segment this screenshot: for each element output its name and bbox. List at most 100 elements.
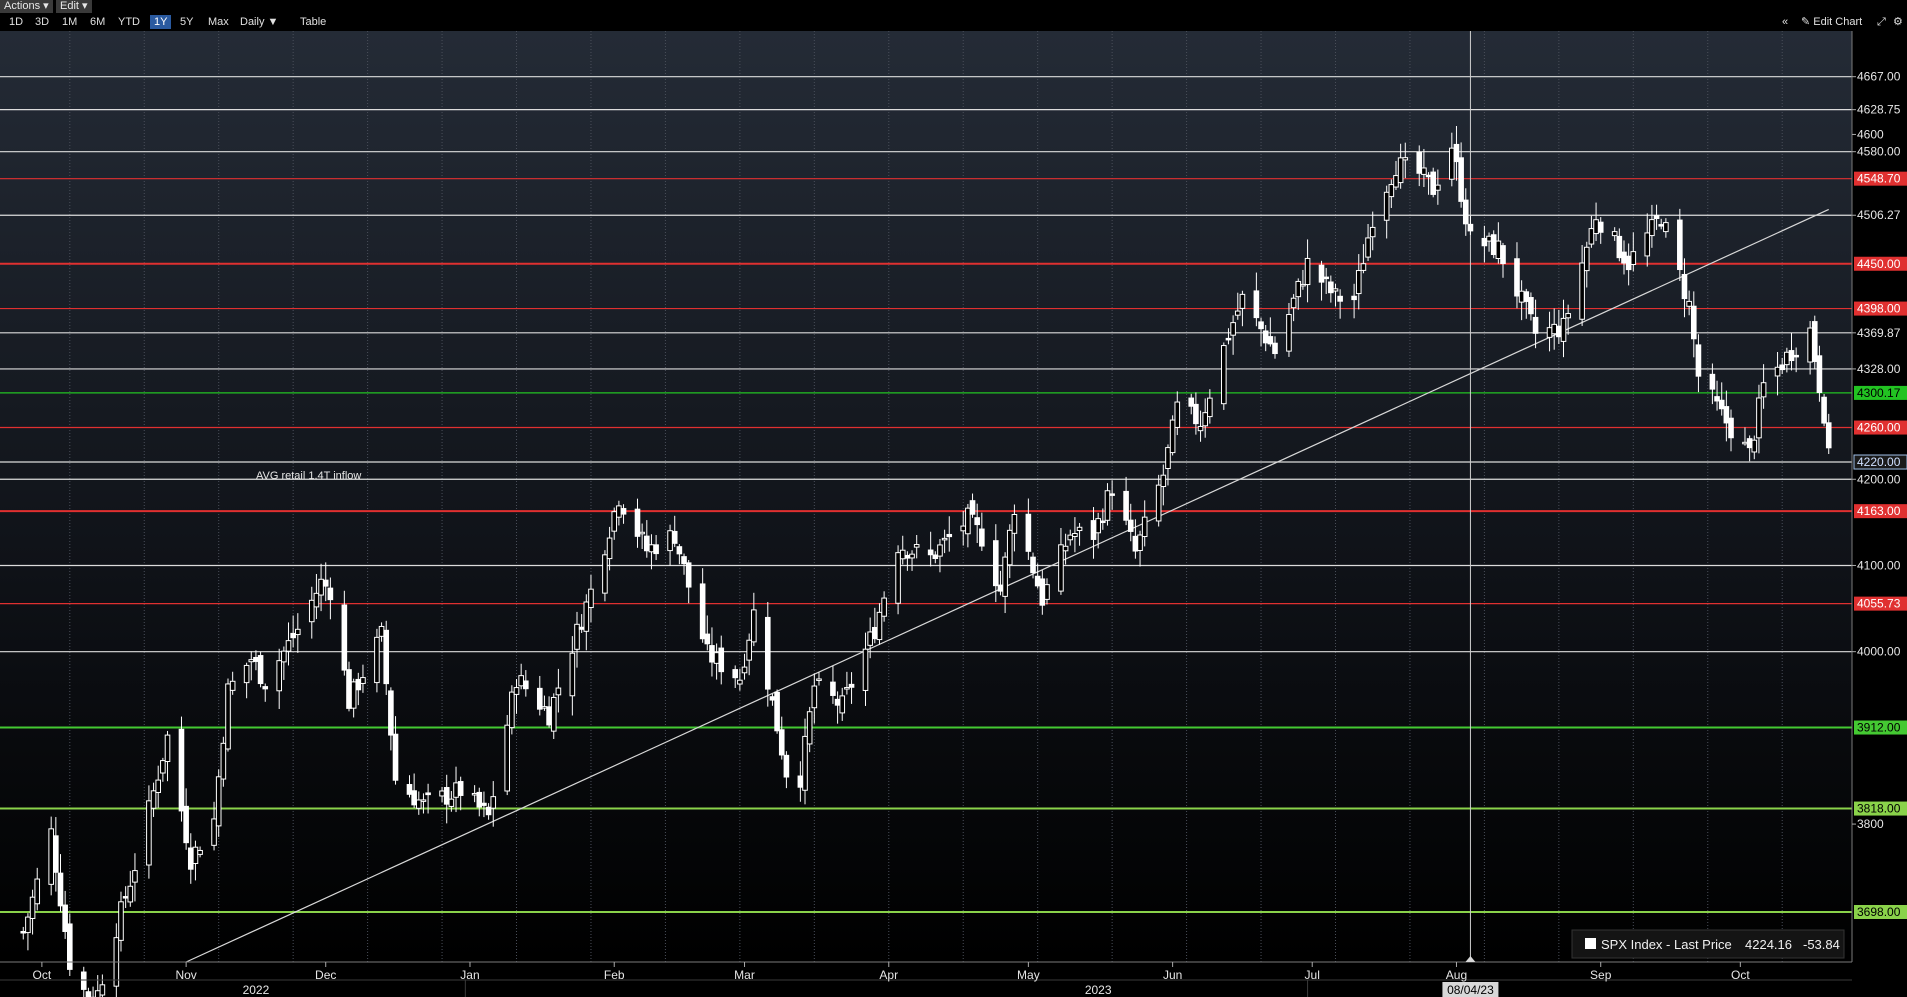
candle: [834, 698, 841, 706]
range-max-button[interactable]: Max: [208, 16, 229, 28]
candle: [550, 696, 557, 732]
candle: [1365, 237, 1371, 258]
candle: [360, 677, 366, 684]
candle: [997, 584, 1004, 592]
expand-icon[interactable]: ⤢: [1877, 16, 1886, 28]
candle: [346, 669, 352, 709]
candle: [1290, 297, 1297, 309]
candle: [1095, 518, 1101, 534]
frequency-dropdown[interactable]: Daily ▼: [240, 16, 279, 28]
candle: [620, 508, 627, 515]
candle: [685, 562, 692, 588]
range-1m-button[interactable]: 1M: [62, 16, 78, 28]
candle: [1197, 425, 1204, 432]
candle: [415, 799, 422, 809]
candle: [1784, 351, 1790, 366]
edit-menu[interactable]: Edit ▾: [56, 0, 92, 13]
candle: [1663, 222, 1669, 233]
month-label: Mar: [734, 968, 755, 982]
candle: [132, 870, 138, 883]
candle: [1453, 143, 1460, 163]
level-badge: [1854, 420, 1907, 435]
legend[interactable]: SPX Index - Last Price 4224.16 -53.84: [1571, 929, 1845, 959]
candle: [313, 592, 320, 608]
candle: [653, 544, 659, 555]
candle: [1518, 290, 1525, 303]
candle: [1462, 199, 1469, 225]
plot-area: [0, 31, 1852, 962]
level-badge: [1854, 720, 1907, 735]
candle: [932, 554, 939, 560]
candle: [523, 680, 529, 690]
candle: [1388, 184, 1395, 198]
level-badge-label: 3912.00: [1857, 721, 1901, 735]
candle: [1523, 291, 1530, 302]
collapse-icon[interactable]: «: [1782, 16, 1789, 28]
candle: [704, 633, 711, 645]
candle: [899, 549, 906, 560]
candle: [1253, 290, 1260, 319]
candle: [1207, 397, 1213, 418]
candle: [1100, 520, 1106, 524]
month-label: Jun: [1163, 968, 1182, 982]
range-5y-button[interactable]: 5Y: [180, 16, 194, 28]
candle: [1123, 490, 1129, 521]
range-1d-button[interactable]: 1D: [9, 16, 24, 28]
candle: [1458, 157, 1464, 202]
candle: [257, 655, 264, 685]
candle: [476, 791, 483, 808]
candle: [1774, 366, 1781, 377]
candle: [1514, 258, 1520, 297]
candle: [937, 544, 943, 557]
level-badge: [1854, 504, 1907, 519]
table-button[interactable]: Table: [300, 16, 327, 28]
candle: [1006, 529, 1013, 566]
candle: [1141, 516, 1148, 538]
candle: [48, 828, 54, 885]
candle: [220, 742, 227, 780]
candle: [1393, 175, 1399, 188]
candle: [848, 683, 855, 688]
levels: [0, 76, 1852, 914]
candle: [192, 846, 199, 864]
crosshair-marker-icon: [1465, 956, 1476, 962]
candle: [253, 656, 259, 662]
axis-label: 4628.75: [1857, 103, 1901, 117]
price-axis: 4667.00 4628.75 4600 4580.00 4506.27 4369.87 4…: [1851, 31, 1907, 962]
candle: [1467, 223, 1474, 232]
range-6m-button[interactable]: 6M: [90, 16, 106, 28]
candle: [1258, 321, 1264, 330]
range-ytd-button[interactable]: YTD: [118, 16, 140, 28]
actions-menu[interactable]: Actions ▾: [0, 0, 53, 13]
candle: [20, 931, 27, 934]
crosshair-date-tag: [1442, 982, 1499, 997]
candle: [290, 632, 296, 639]
candle: [811, 685, 818, 709]
candle: [308, 599, 315, 623]
candle: [1793, 354, 1799, 358]
candle: [569, 652, 576, 697]
candle: [588, 588, 594, 609]
range-1y-button[interactable]: 1Y: [150, 15, 172, 29]
month-label: Dec: [315, 968, 336, 982]
candle: [1779, 364, 1786, 371]
candle: [1127, 519, 1134, 532]
annotation-text[interactable]: AVG retail 1.4T inflow: [256, 470, 361, 482]
range-3d-button[interactable]: 3D: [35, 16, 50, 28]
candle: [732, 669, 739, 679]
level-badge: [1854, 596, 1907, 611]
candle: [127, 885, 134, 903]
candle: [1416, 151, 1423, 174]
candle: [211, 818, 217, 846]
level-badge-label: 4163.00: [1857, 504, 1901, 518]
actions-menu-label: Actions: [4, 0, 41, 12]
candle: [1653, 214, 1660, 220]
level-badge-label: 3818.00: [1857, 802, 1901, 816]
candle: [1369, 226, 1376, 238]
level-badge: [1854, 905, 1907, 920]
edit-chart-button[interactable]: ✎ Edit Chart: [1801, 15, 1862, 29]
time-axis: Oct Nov Dec Jan Feb Mar Apr May Jun Jul Aug Sep Oct 2…: [0, 961, 1852, 997]
legend-label: SPX Index - Last Price: [1601, 937, 1732, 952]
gear-icon[interactable]: ⚙: [1893, 16, 1903, 28]
